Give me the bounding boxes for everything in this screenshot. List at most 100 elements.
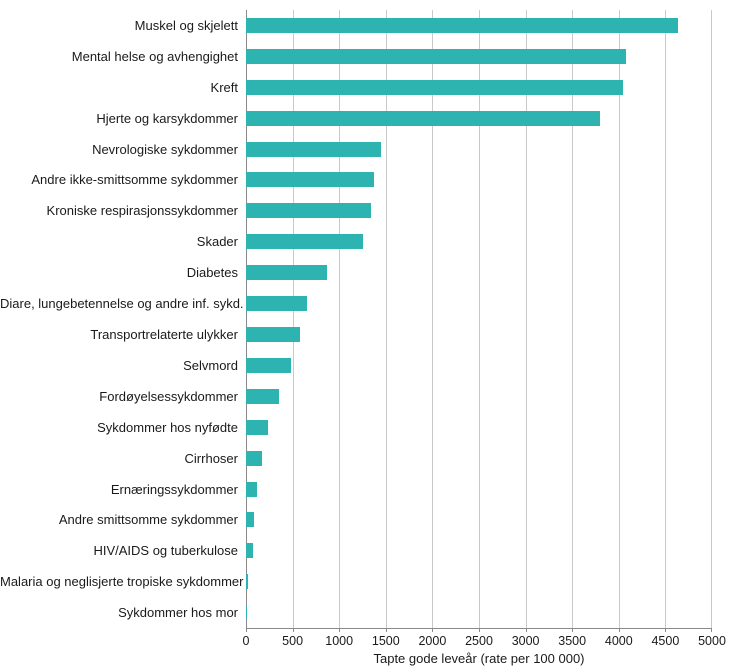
gridline <box>339 10 341 628</box>
category-label: Sykdommer hos mor <box>118 605 238 621</box>
gridline <box>711 10 712 628</box>
bar <box>246 141 382 157</box>
tick-mark <box>711 628 712 632</box>
chart-row: Hjerte og karsykdommer <box>0 103 712 134</box>
tick-label: 500 <box>282 634 304 648</box>
tick-label: 3000 <box>511 634 540 648</box>
category-label: Selvmord <box>183 357 238 373</box>
category-label: Sykdommer hos nyfødte <box>97 419 238 435</box>
bar-track <box>246 319 712 350</box>
bar <box>246 388 279 404</box>
bar <box>246 17 679 33</box>
bar <box>246 296 307 312</box>
bar-track <box>246 505 712 536</box>
category-label: Andre smittsomme sykdommer <box>58 512 238 528</box>
category-label: Cirrhoser <box>184 450 238 466</box>
gridline <box>292 10 294 628</box>
bar-track <box>246 412 712 443</box>
chart-row: Fordøyelsessykdommer <box>0 381 712 412</box>
tick-label: 4500 <box>651 634 680 648</box>
tick-label: 4000 <box>604 634 633 648</box>
gridline <box>572 10 574 628</box>
bar <box>246 512 254 528</box>
tick-label: 0 <box>242 634 250 648</box>
tick-mark <box>618 628 620 632</box>
category-label: Mental helse og avhengighet <box>71 48 238 64</box>
gridline <box>479 10 480 628</box>
chart-row: Muskel og skjelett <box>0 10 712 41</box>
bar <box>246 265 328 281</box>
chart-row: Malaria og neglisjerte tropiske sykdomme… <box>0 566 712 597</box>
tick-label: 1000 <box>325 634 354 648</box>
bar <box>246 574 248 590</box>
bar-track <box>246 350 712 381</box>
category-label: Transportrelaterte ulykker <box>90 327 238 343</box>
gridline <box>665 10 667 628</box>
tick-label: 2500 <box>465 634 493 648</box>
chart-row: Sykdommer hos nyfødte <box>0 412 712 443</box>
chart-rows: Muskel og skjelett Mental helse og avheng… <box>0 10 712 628</box>
bar-track <box>246 195 712 226</box>
bar-track <box>246 226 712 257</box>
category-label: Hjerte og karsykdommer <box>96 110 238 126</box>
bar-track <box>246 41 712 72</box>
bar-track <box>246 134 712 165</box>
bar-track <box>246 597 712 628</box>
tick-mark <box>385 628 387 632</box>
gridline <box>246 10 247 628</box>
tick-mark <box>246 628 247 632</box>
chart-row: Diabetes <box>0 257 712 288</box>
chart-row: Skader <box>0 226 712 257</box>
chart-row: Sykdommer hos mor <box>0 597 712 628</box>
tick-mark <box>292 628 294 632</box>
bar <box>246 419 269 435</box>
bar <box>246 48 627 64</box>
category-label: Nevrologiske sykdommer <box>92 141 238 157</box>
tick-mark <box>665 628 667 632</box>
bar <box>246 203 371 219</box>
chart-row: Andre ikke-smittsomme sykdommer <box>0 165 712 196</box>
category-label: Diare, lungebetennelse og andre inf. syk… <box>0 296 244 312</box>
bar <box>246 605 248 621</box>
tick-label: 1500 <box>371 634 400 648</box>
chart-row: Ernæringssykdommer <box>0 474 712 505</box>
bar-track <box>246 165 712 196</box>
x-tick-labels: 0 500 1000 1500 2000 2500 3000 3500 4000 4500 5000 <box>242 634 726 649</box>
bar-track <box>246 257 712 288</box>
bar-track <box>246 103 712 134</box>
chart-row: Transportrelaterte ulykker <box>0 319 712 350</box>
chart-row: HIV/AIDS og tuberkulose <box>0 535 712 566</box>
bar <box>246 234 364 250</box>
bar-track <box>246 381 712 412</box>
chart-row: Cirrhoser <box>0 443 712 474</box>
tick-label: 2000 <box>418 634 447 648</box>
bar <box>246 172 374 188</box>
category-label: Muskel og skjelett <box>134 17 238 33</box>
bar-track <box>246 443 712 474</box>
category-label: Kroniske respirasjonssykdommer <box>46 203 238 219</box>
tick-mark <box>339 628 341 632</box>
category-label: Andre ikke-smittsomme sykdommer <box>31 172 238 188</box>
gridline <box>385 10 387 628</box>
tick-mark <box>479 628 480 632</box>
category-label: Malaria og neglisjerte tropiske sykdomme… <box>0 574 244 590</box>
bar-track <box>246 10 712 41</box>
tick-mark <box>525 628 527 632</box>
bar-track <box>246 566 712 597</box>
bar-track <box>246 288 712 319</box>
category-label: Diabetes <box>186 265 238 281</box>
category-label: HIV/AIDS og tuberkulose <box>93 543 238 559</box>
chart-row: Kroniske respirasjonssykdommer <box>0 195 712 226</box>
category-label: Skader <box>196 234 238 250</box>
bar <box>246 543 253 559</box>
gridlines <box>246 10 712 632</box>
bar-track <box>246 535 712 566</box>
tick-mark <box>572 628 574 632</box>
bar-track <box>246 474 712 505</box>
gridline <box>618 10 620 628</box>
category-label: Ernæringssykdommer <box>110 481 238 497</box>
chart-row: Nevrologiske sykdommer <box>0 134 712 165</box>
chart-row: Kreft <box>0 72 712 103</box>
bar <box>246 357 291 373</box>
